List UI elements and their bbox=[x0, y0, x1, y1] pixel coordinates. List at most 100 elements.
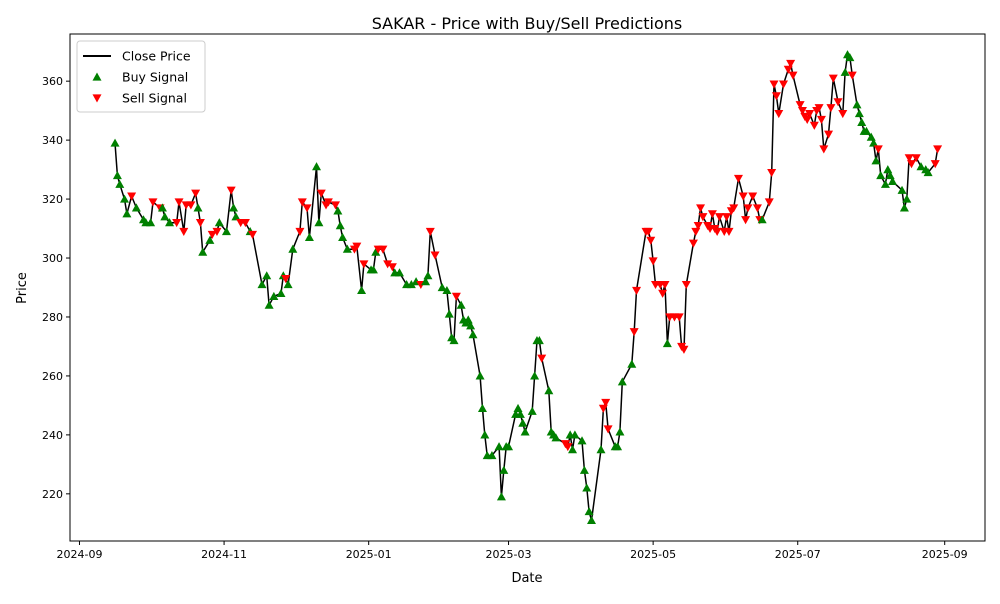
buy-signal-marker bbox=[871, 156, 881, 165]
sell-signal-marker bbox=[933, 145, 943, 154]
x-tick-label: 2025-03 bbox=[486, 548, 532, 561]
sell-signal-marker bbox=[691, 227, 701, 236]
buy-signal-marker bbox=[596, 445, 606, 454]
y-tick-label: 300 bbox=[42, 252, 63, 265]
buy-signal-marker bbox=[916, 162, 926, 171]
buy-signal-marker bbox=[662, 339, 672, 348]
buy-signal-marker bbox=[468, 330, 478, 339]
y-tick-label: 340 bbox=[42, 134, 63, 147]
buy-signal-marker bbox=[480, 430, 490, 439]
signal-markers-layer bbox=[110, 50, 943, 524]
buy-signal-marker bbox=[475, 371, 485, 380]
sell-signal-marker bbox=[809, 121, 819, 130]
sell-signal-marker bbox=[601, 398, 611, 407]
sell-signal-marker bbox=[191, 189, 201, 198]
buy-signal-marker bbox=[122, 209, 132, 218]
sell-signal-marker bbox=[603, 425, 613, 434]
sell-signal-marker bbox=[383, 260, 393, 269]
buy-signal-marker bbox=[520, 427, 530, 436]
buy-signal-marker bbox=[314, 218, 324, 227]
buy-signal-marker bbox=[115, 179, 125, 188]
sell-signal-marker bbox=[707, 210, 717, 219]
buy-signal-marker bbox=[146, 218, 156, 227]
legend-box bbox=[76, 40, 206, 113]
sell-signal-marker bbox=[733, 174, 743, 183]
buy-signal-marker bbox=[368, 265, 378, 274]
buy-signal-marker bbox=[165, 218, 175, 227]
sell-signal-marker bbox=[873, 145, 883, 154]
buy-signal-marker bbox=[899, 203, 909, 212]
buy-signal-marker bbox=[264, 300, 274, 309]
x-tick-label: 2025-07 bbox=[775, 548, 821, 561]
sell-signal-marker bbox=[688, 239, 698, 248]
sell-signal-marker bbox=[297, 198, 307, 207]
legend-label: Close Price bbox=[122, 49, 191, 64]
sell-signal-marker bbox=[537, 354, 547, 363]
x-tick-label: 2024-09 bbox=[56, 548, 102, 561]
buy-signal-marker bbox=[442, 285, 452, 295]
buy-signal-marker bbox=[276, 288, 286, 297]
sell-signal-marker bbox=[797, 107, 807, 116]
sell-signal-marker bbox=[302, 204, 312, 213]
sell-signal-marker bbox=[767, 168, 777, 178]
y-tick-label: 280 bbox=[42, 311, 63, 324]
buy-signal-marker bbox=[857, 117, 867, 127]
x-tick-label: 2025-05 bbox=[630, 548, 676, 561]
y-tick-label: 320 bbox=[42, 193, 63, 206]
sell-signal-marker bbox=[819, 145, 829, 154]
buy-signal-marker bbox=[229, 203, 239, 212]
buy-signal-marker bbox=[885, 170, 895, 180]
buy-signal-marker bbox=[406, 280, 416, 289]
y-tick-label: 220 bbox=[42, 488, 63, 501]
buy-signal-marker bbox=[627, 359, 637, 368]
buy-signal-marker bbox=[421, 277, 431, 286]
sell-signal-marker bbox=[632, 286, 642, 295]
buy-signal-marker bbox=[205, 235, 215, 244]
buy-signal-marker bbox=[869, 138, 879, 147]
sell-signal-marker bbox=[629, 328, 639, 337]
sell-signal-marker bbox=[764, 198, 774, 207]
buy-signal-marker bbox=[423, 271, 433, 280]
buy-signal-marker bbox=[568, 445, 578, 454]
sell-signal-marker bbox=[907, 160, 917, 169]
sell-signal-marker bbox=[769, 80, 779, 89]
buy-signal-marker bbox=[866, 132, 876, 141]
sell-signal-marker bbox=[904, 154, 914, 163]
sell-signal-marker bbox=[658, 289, 668, 298]
sell-signal-marker bbox=[788, 71, 798, 80]
sell-signal-marker bbox=[674, 313, 684, 322]
buy-signal-marker bbox=[617, 377, 627, 386]
sell-signal-marker bbox=[814, 104, 824, 113]
sell-signal-marker bbox=[911, 154, 921, 163]
sell-signal-marker bbox=[295, 227, 305, 236]
sell-signal-marker bbox=[127, 192, 137, 201]
buy-signal-marker bbox=[888, 176, 898, 185]
x-axis-label: Date bbox=[511, 571, 542, 586]
buy-signal-marker bbox=[214, 218, 224, 227]
buy-signal-marker bbox=[198, 247, 208, 256]
sell-signal-marker bbox=[212, 227, 222, 236]
y-tick-label: 240 bbox=[42, 429, 63, 442]
buy-signal-marker bbox=[160, 212, 170, 221]
sell-signal-marker bbox=[598, 404, 608, 413]
y-tick-label: 360 bbox=[42, 75, 63, 88]
buy-signal-marker bbox=[333, 206, 343, 215]
buy-signal-marker bbox=[371, 247, 381, 256]
sell-signal-marker bbox=[681, 280, 691, 290]
buy-signal-marker bbox=[613, 442, 623, 451]
buy-signal-marker bbox=[615, 427, 625, 436]
buy-signal-marker bbox=[861, 126, 871, 135]
buy-signal-marker bbox=[527, 406, 537, 415]
buy-signal-marker bbox=[544, 386, 554, 395]
sell-signal-marker bbox=[826, 104, 836, 113]
buy-signal-marker bbox=[530, 371, 540, 380]
buy-signal-marker bbox=[515, 409, 525, 418]
buy-signal-marker bbox=[902, 194, 912, 203]
buy-signal-marker bbox=[840, 67, 850, 76]
buy-signal-marker bbox=[582, 483, 592, 492]
buy-signal-marker bbox=[577, 436, 587, 445]
buy-signal-marker bbox=[304, 232, 314, 241]
buy-signal-marker bbox=[923, 168, 933, 177]
sell-signal-marker bbox=[930, 160, 940, 169]
sell-signal-marker bbox=[828, 74, 838, 83]
